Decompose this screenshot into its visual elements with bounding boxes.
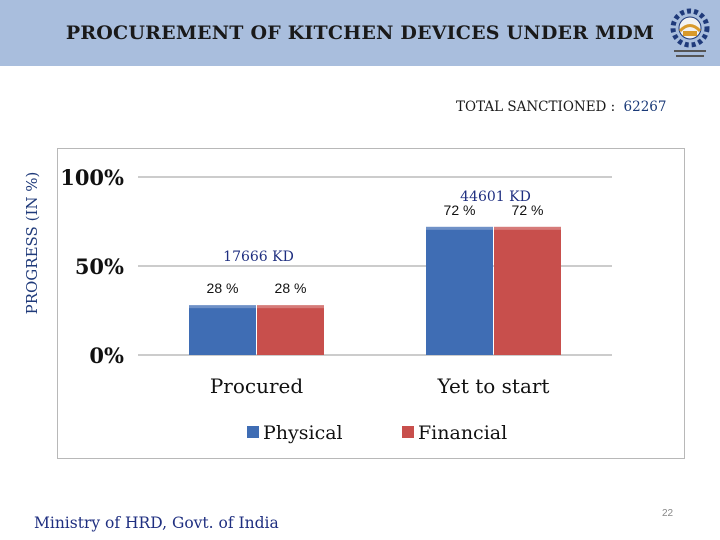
legend-swatch	[402, 426, 414, 438]
legend-swatch	[247, 426, 259, 438]
category-annotation: 17666 KD	[223, 249, 294, 265]
total-sanctioned-value: 62267	[623, 99, 667, 115]
total-sanctioned: TOTAL SANCTIONED : 62267	[456, 99, 666, 115]
bar-physical	[426, 226, 493, 355]
bar-highlight	[426, 226, 493, 230]
category-annotation: 44601 KD	[460, 189, 531, 205]
data-label: 28 %	[207, 280, 239, 296]
title-bar	[0, 0, 720, 66]
data-label: 72 %	[512, 202, 544, 218]
total-sanctioned-label: TOTAL SANCTIONED :	[456, 99, 616, 115]
bar-financial	[494, 226, 561, 355]
bar-highlight	[189, 305, 256, 309]
data-label: 28 %	[275, 280, 307, 296]
mdm-logo-icon	[670, 8, 710, 57]
x-tick-label: Yet to start	[437, 374, 550, 398]
legend-label: Physical	[263, 422, 343, 444]
bar-highlight	[494, 226, 561, 230]
x-tick-label: Procured	[210, 374, 304, 398]
bar-financial	[257, 305, 324, 355]
bar-highlight	[257, 305, 324, 309]
chart-frame	[57, 148, 685, 459]
data-label: 72 %	[444, 202, 476, 218]
bar-physical	[189, 305, 256, 355]
y-tick-label: 50%	[75, 254, 124, 279]
legend-label: Financial	[418, 422, 507, 444]
page-number: 22	[662, 508, 674, 519]
y-tick-label: 0%	[89, 343, 124, 368]
footer-ministry: Ministry of HRD, Govt. of India	[34, 514, 279, 532]
y-tick-label: 100%	[60, 165, 124, 190]
slide-title: PROCUREMENT OF KITCHEN DEVICES UNDER MDM	[65, 22, 655, 44]
